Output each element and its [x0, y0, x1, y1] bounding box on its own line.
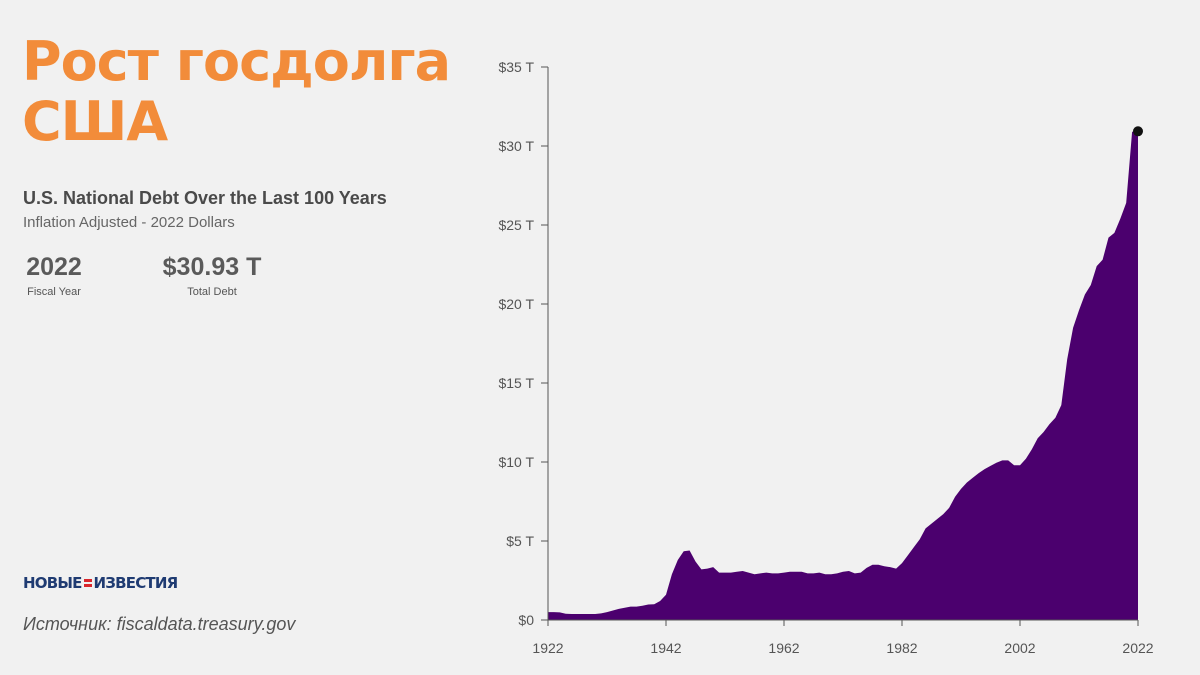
page-title-line-2: США: [22, 90, 168, 153]
y-tick-label: $20 T: [498, 296, 534, 312]
y-tick-label: $25 T: [498, 217, 534, 233]
total-debt-label: Total Debt: [187, 286, 237, 298]
y-tick-label: $0: [518, 612, 534, 628]
page-title: Рост госдолга США: [22, 30, 451, 153]
x-tick-label: 1922: [532, 640, 563, 656]
x-tick-label: 2022: [1122, 640, 1153, 656]
debt-area: [548, 131, 1138, 621]
chart-title: U.S. National Debt Over the Last 100 Yea…: [23, 188, 387, 208]
source-note: Источник: fiscaldata.treasury.gov: [23, 614, 296, 634]
fiscal-year-value: 2022: [26, 253, 82, 281]
publisher-logo-right: ИЗВЕСТИЯ: [93, 574, 179, 592]
logo-equals-icon: [83, 579, 92, 587]
total-debt-value: $30.93 T: [162, 253, 262, 281]
y-tick-label: $15 T: [498, 375, 534, 391]
page-title-line-1: Рост госдолга: [22, 30, 451, 93]
chart-subtitle: Inflation Adjusted - 2022 Dollars: [23, 214, 235, 231]
publisher-logo-left: НОВЫЕ: [23, 574, 82, 592]
latest-value-point: [1133, 126, 1143, 137]
y-tick-label: $5 T: [506, 533, 534, 549]
fiscal-year-stat: 2022 Fiscal Year: [22, 252, 86, 298]
y-tick-label: $35 T: [498, 59, 534, 75]
total-debt-stat: $30.93 T Total Debt: [155, 252, 269, 298]
x-tick-label: 2002: [1004, 640, 1035, 656]
x-tick-label: 1982: [886, 640, 917, 656]
publisher-logo: НОВЫЕ ИЗВЕСТИЯ: [23, 574, 179, 592]
x-tick-label: 1962: [768, 640, 799, 656]
y-tick-label: $10 T: [498, 454, 534, 470]
x-tick-label: 1942: [650, 640, 681, 656]
y-tick-label: $30 T: [498, 138, 534, 154]
fiscal-year-label: Fiscal Year: [27, 286, 81, 298]
